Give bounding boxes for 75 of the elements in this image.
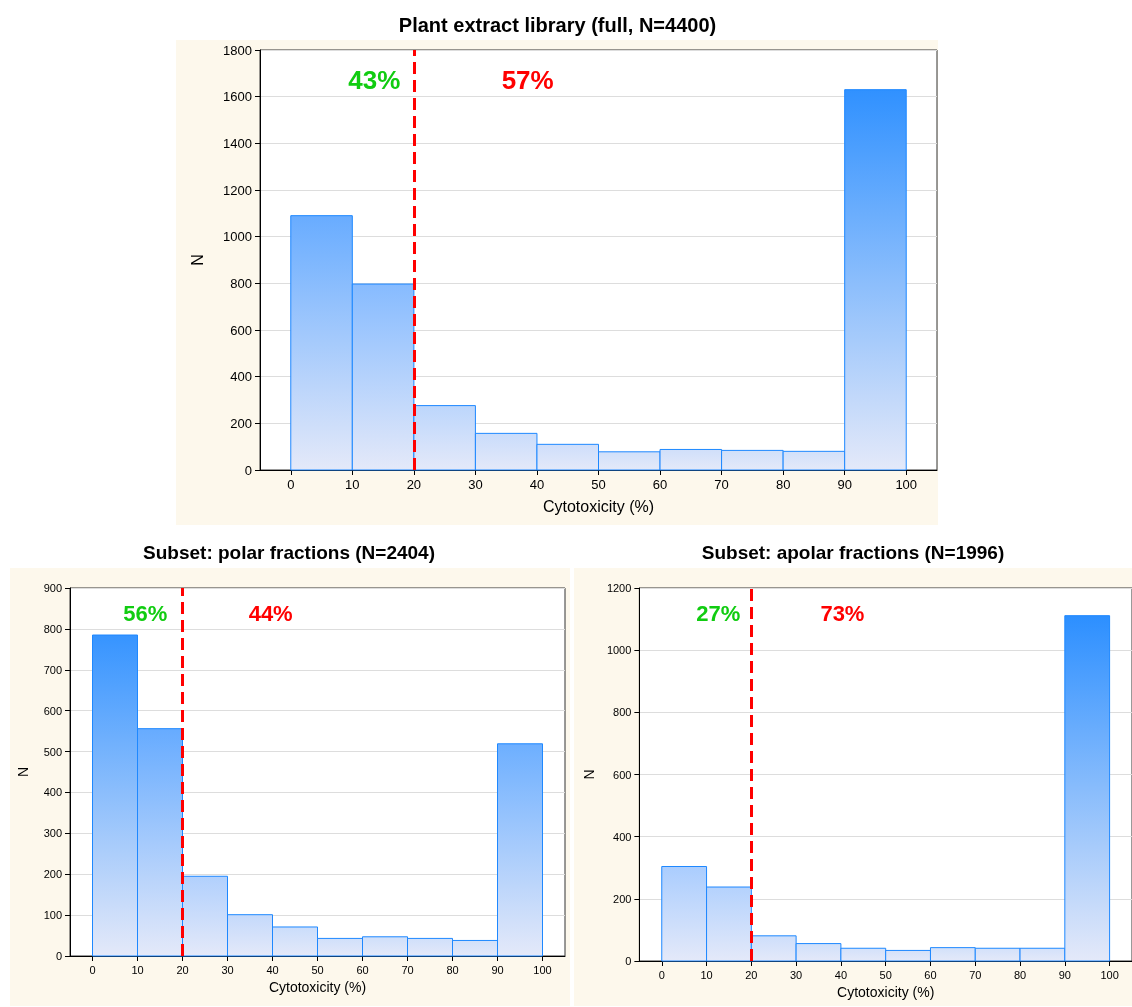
y-tick-label: 1400 bbox=[223, 135, 252, 151]
x-tick-label: 80 bbox=[775, 477, 791, 492]
y-tick-label: 200 bbox=[43, 868, 62, 881]
x-tick-label: 20 bbox=[745, 968, 758, 981]
annotation: 56% bbox=[123, 601, 168, 627]
x-tick-label: 30 bbox=[468, 477, 483, 492]
y-tick-label: 600 bbox=[43, 704, 62, 717]
chart-title: Plant extract library (full, N=4400) bbox=[398, 14, 717, 36]
y-tick-label: 1800 bbox=[223, 42, 252, 58]
y-tick-label: 0 bbox=[55, 950, 62, 962]
x-tick-label: 0 bbox=[89, 963, 96, 976]
y-tick-label: 1200 bbox=[223, 182, 252, 198]
x-tick-label: 70 bbox=[401, 963, 414, 976]
y-tick-label: 1600 bbox=[223, 89, 252, 105]
y-tick-label: 1200 bbox=[606, 582, 632, 594]
y-tick-label: 400 bbox=[43, 786, 62, 799]
y-tick-label: 1000 bbox=[223, 229, 252, 245]
x-tick-label: 0 bbox=[658, 968, 665, 981]
x-tick-label: 20 bbox=[176, 963, 189, 976]
annotation: 27% bbox=[696, 601, 741, 627]
x-tick-label: 20 bbox=[406, 477, 422, 492]
y-axis-title: N bbox=[188, 254, 206, 266]
x-axis-title: Cytotoxicity (%) bbox=[268, 979, 367, 995]
x-tick-label: 50 bbox=[591, 477, 606, 492]
x-tick-label: 10 bbox=[131, 963, 144, 976]
x-tick-label: 30 bbox=[789, 968, 803, 981]
x-tick-label: 40 bbox=[266, 963, 279, 976]
y-axis-title: N bbox=[581, 769, 597, 780]
chart-title: Subset: apolar fractions (N=1996) bbox=[701, 542, 1005, 563]
x-tick-label: 0 bbox=[287, 477, 295, 492]
x-tick-label: 60 bbox=[356, 963, 369, 976]
x-tick-label: 60 bbox=[924, 968, 937, 981]
annotation: 43% bbox=[348, 64, 401, 95]
y-tick-label: 800 bbox=[43, 622, 62, 635]
y-tick-label: 600 bbox=[613, 768, 632, 781]
x-axis-title: Cytotoxicity (%) bbox=[542, 497, 655, 515]
x-tick-label: 100 bbox=[895, 477, 918, 492]
y-tick-label: 600 bbox=[230, 322, 252, 338]
y-tick-label: 400 bbox=[613, 830, 632, 843]
x-tick-label: 90 bbox=[837, 477, 852, 492]
x-tick-label: 70 bbox=[969, 968, 982, 981]
x-tick-label: 60 bbox=[652, 477, 668, 492]
y-tick-label: 200 bbox=[230, 415, 252, 431]
annotation: 44% bbox=[248, 601, 293, 627]
x-tick-label: 100 bbox=[533, 963, 552, 976]
y-tick-label: 700 bbox=[43, 663, 62, 676]
y-tick-label: 1000 bbox=[606, 644, 632, 657]
x-tick-label: 100 bbox=[1100, 968, 1119, 981]
x-tick-label: 40 bbox=[834, 968, 848, 981]
x-tick-label: 50 bbox=[311, 963, 324, 976]
x-tick-label: 90 bbox=[1058, 968, 1071, 981]
x-tick-label: 70 bbox=[714, 477, 729, 492]
y-tick-label: 900 bbox=[43, 582, 62, 594]
chart-title: Subset: polar fractions (N=2404) bbox=[143, 542, 435, 563]
x-tick-label: 30 bbox=[221, 963, 234, 976]
x-tick-label: 10 bbox=[345, 477, 360, 492]
annotation: 73% bbox=[820, 601, 865, 627]
y-tick-label: 400 bbox=[230, 369, 252, 385]
y-tick-label: 300 bbox=[43, 827, 62, 840]
y-tick-label: 0 bbox=[244, 462, 252, 478]
x-axis-title: Cytotoxicity (%) bbox=[837, 984, 935, 1000]
annotation: 57% bbox=[501, 64, 554, 95]
y-tick-label: 500 bbox=[43, 745, 62, 758]
x-tick-label: 90 bbox=[491, 963, 504, 976]
y-axis-title: N bbox=[15, 766, 31, 778]
x-tick-label: 50 bbox=[879, 968, 892, 981]
y-tick-label: 800 bbox=[230, 275, 252, 291]
y-tick-label: 800 bbox=[613, 706, 632, 719]
y-tick-label: 200 bbox=[613, 892, 632, 905]
x-tick-label: 80 bbox=[1013, 968, 1027, 981]
x-tick-label: 10 bbox=[700, 968, 713, 981]
y-tick-label: 0 bbox=[625, 955, 632, 967]
x-tick-label: 40 bbox=[529, 477, 545, 492]
x-tick-label: 80 bbox=[446, 963, 459, 976]
y-tick-label: 100 bbox=[43, 909, 62, 922]
